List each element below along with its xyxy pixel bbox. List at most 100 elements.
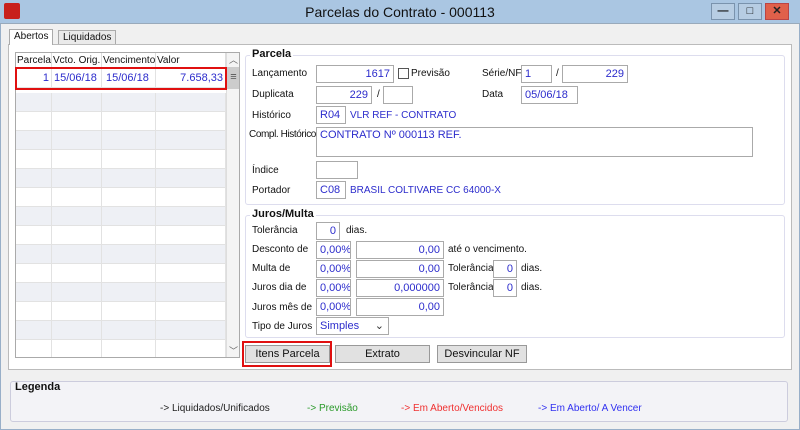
lancamento-input[interactable]: 1617 [316,65,394,83]
tipo-juros-select[interactable]: Simples ⌄ [316,317,389,335]
data-input[interactable]: 05/06/18 [521,86,578,104]
empty-cell [52,93,102,112]
legend-vencidos: -> Em Aberto/Vencidos [401,403,504,414]
multa-pct-input[interactable]: 0,00% [316,260,351,278]
close-button[interactable]: ✕ [765,3,789,20]
legend-previsao: -> Previsão [307,403,358,414]
empty-cell [52,302,102,321]
scroll-up-icon[interactable]: ︿ [228,55,238,65]
scroll-thumb[interactable]: ≡ [227,67,239,89]
empty-cell [102,283,156,302]
duplicata-suffix-input[interactable] [383,86,413,104]
empty-cell [16,226,52,245]
empty-cell [156,150,226,169]
col-header-vencimento[interactable]: Vencimento [103,53,156,68]
table-row[interactable]: 1 15/06/18 15/06/18 7.658,33 [16,69,226,88]
lancamento-label: Lançamento [252,68,308,79]
empty-row [16,264,226,283]
empty-cell [52,264,102,283]
parcelas-grid: Parcela Vcto. Orig. Vencimento Valor 1 1… [15,52,240,358]
empty-row [16,302,226,321]
duplicata-input[interactable]: 229 [316,86,372,104]
extrato-button[interactable]: Extrato [335,345,430,363]
tolerancia-input[interactable]: 0 [316,222,340,240]
empty-cell [102,207,156,226]
serie-nf-label: Série/NF [482,68,522,79]
empty-row [16,283,226,302]
dias-label: dias. [521,263,543,274]
empty-cell [16,340,52,357]
col-header-vcto-orig[interactable]: Vcto. Orig. [53,53,102,68]
juros-mes-pct-input[interactable]: 0,00% [316,298,351,316]
empty-cell [156,93,226,112]
desvincular-nf-button[interactable]: Desvincular NF [437,345,527,363]
legend-liquidados: -> Liquidados/Unificados [160,403,270,414]
scroll-down-icon[interactable]: ﹀ [228,346,238,356]
desconto-pct-input[interactable]: 0,00% [316,241,351,259]
juros-tolerancia-input[interactable]: 0 [493,279,517,297]
empty-cell [156,245,226,264]
cell-vcto-orig: 15/06/18 [52,69,102,88]
empty-row [16,245,226,264]
desconto-label: Desconto de [252,244,309,255]
separator: / [377,89,380,100]
separator: / [556,68,559,79]
empty-cell [16,150,52,169]
maximize-button[interactable]: □ [738,3,762,20]
empty-cell [52,340,102,357]
compl-historico-label: Compl. Histórico [249,129,316,140]
chevron-down-icon: ⌄ [374,320,384,332]
empty-row [16,340,226,357]
grid-scrollbar[interactable]: ︿ ≡ ﹀ [226,53,239,357]
empty-cell [16,131,52,150]
cell-vencimento: 15/06/18 [102,69,156,88]
selected-row-highlight [15,67,227,90]
legend-group [10,381,788,422]
empty-cell [102,112,156,131]
serie-input[interactable]: 1 [521,65,552,83]
empty-cell [102,169,156,188]
title-bar: Parcelas do Contrato - 000113 — □ ✕ [0,0,800,24]
nf-input[interactable]: 229 [562,65,628,83]
juros-dia-value-input[interactable]: 0,000000 [356,279,444,297]
portador-description: BRASIL COLTIVARE CC 64000-X [350,185,501,196]
juros-tolerancia-label: Tolerância [448,282,494,293]
itens-parcela-button[interactable]: Itens Parcela [245,345,330,363]
tab-abertos[interactable]: Abertos [9,29,54,45]
empty-cell [52,226,102,245]
empty-cell [156,226,226,245]
dias-label: dias. [521,282,543,293]
tipo-juros-value: Simples [320,320,360,332]
compl-historico-textarea[interactable]: CONTRATO Nº 000113 REF. [316,127,753,157]
multa-value-input[interactable]: 0,00 [356,260,444,278]
col-header-parcela[interactable]: Parcela [17,53,52,68]
empty-cell [156,131,226,150]
cell-parcela: 1 [16,69,52,88]
juros-mes-value-input[interactable]: 0,00 [356,298,444,316]
juros-dia-pct-input[interactable]: 0,00% [316,279,351,297]
historico-description: VLR REF - CONTRATO [350,110,457,121]
empty-row [16,169,226,188]
portador-code-input[interactable]: C08 [316,181,346,199]
empty-cell [52,188,102,207]
tab-liquidados[interactable]: Liquidados [58,30,117,45]
empty-cell [102,245,156,264]
empty-cell [156,302,226,321]
empty-cell [156,169,226,188]
multa-label: Multa de [252,263,291,274]
empty-row [16,93,226,112]
empty-cell [16,302,52,321]
indice-input[interactable] [316,161,358,179]
empty-cell [16,112,52,131]
minimize-button[interactable]: — [711,3,735,20]
desconto-value-input[interactable]: 0,00 [356,241,444,259]
col-header-valor[interactable]: Valor [156,53,226,68]
multa-tolerancia-input[interactable]: 0 [493,260,517,278]
empty-row [16,321,226,340]
empty-cell [102,150,156,169]
historico-code-input[interactable]: R04 [316,106,346,124]
empty-cell [156,264,226,283]
previsao-checkbox[interactable] [398,68,409,79]
empty-cell [16,321,52,340]
empty-cell [102,93,156,112]
